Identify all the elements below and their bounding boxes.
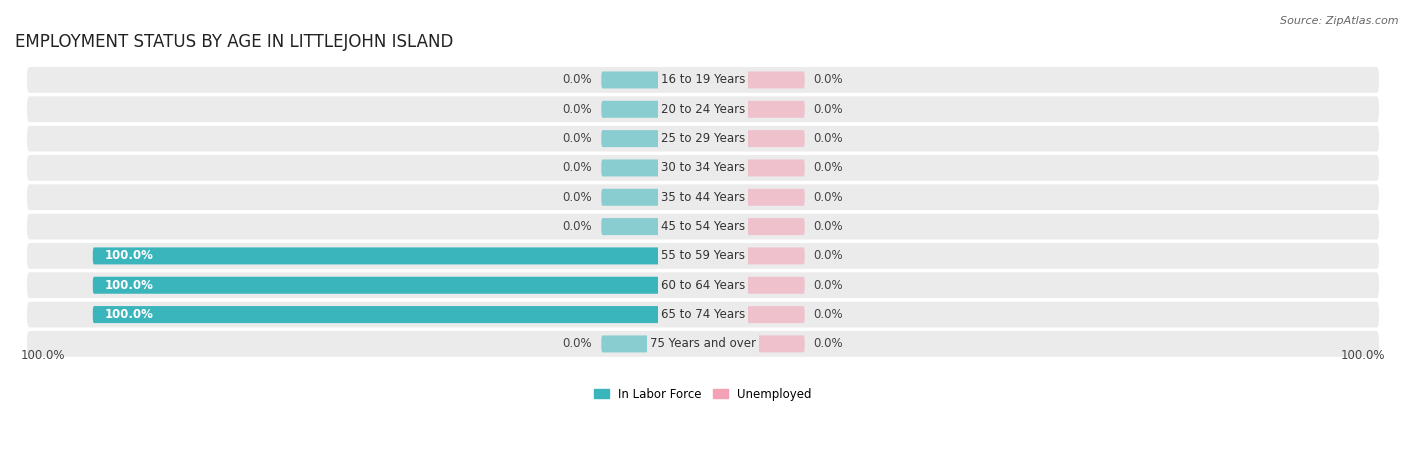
Text: 35 to 44 Years: 35 to 44 Years <box>661 191 745 204</box>
Text: 60 to 64 Years: 60 to 64 Years <box>661 279 745 292</box>
FancyBboxPatch shape <box>602 159 661 176</box>
FancyBboxPatch shape <box>27 126 1379 152</box>
FancyBboxPatch shape <box>27 331 1379 357</box>
Text: 0.0%: 0.0% <box>814 162 844 175</box>
FancyBboxPatch shape <box>745 189 804 206</box>
FancyBboxPatch shape <box>93 248 661 265</box>
Text: 16 to 19 Years: 16 to 19 Years <box>661 73 745 86</box>
Text: 0.0%: 0.0% <box>814 220 844 233</box>
Text: 100.0%: 100.0% <box>1340 349 1385 362</box>
Text: 0.0%: 0.0% <box>814 191 844 204</box>
FancyBboxPatch shape <box>602 218 661 235</box>
Legend: In Labor Force, Unemployed: In Labor Force, Unemployed <box>589 383 817 405</box>
Text: 0.0%: 0.0% <box>562 103 592 116</box>
Text: 65 to 74 Years: 65 to 74 Years <box>661 308 745 321</box>
FancyBboxPatch shape <box>27 272 1379 298</box>
Text: 100.0%: 100.0% <box>21 349 66 362</box>
Text: 0.0%: 0.0% <box>562 132 592 145</box>
Text: 30 to 34 Years: 30 to 34 Years <box>661 162 745 175</box>
FancyBboxPatch shape <box>745 101 804 118</box>
Text: 0.0%: 0.0% <box>814 73 844 86</box>
FancyBboxPatch shape <box>93 306 661 323</box>
FancyBboxPatch shape <box>602 101 661 118</box>
FancyBboxPatch shape <box>745 72 804 89</box>
FancyBboxPatch shape <box>602 130 661 147</box>
FancyBboxPatch shape <box>602 189 661 206</box>
Text: 0.0%: 0.0% <box>814 132 844 145</box>
FancyBboxPatch shape <box>27 302 1379 328</box>
FancyBboxPatch shape <box>745 335 804 352</box>
FancyBboxPatch shape <box>27 67 1379 93</box>
FancyBboxPatch shape <box>602 72 661 89</box>
Text: 75 Years and over: 75 Years and over <box>650 338 756 351</box>
Text: 100.0%: 100.0% <box>104 279 153 292</box>
FancyBboxPatch shape <box>745 277 804 294</box>
FancyBboxPatch shape <box>27 243 1379 269</box>
Text: 0.0%: 0.0% <box>814 308 844 321</box>
Text: 100.0%: 100.0% <box>104 249 153 262</box>
FancyBboxPatch shape <box>745 159 804 176</box>
Text: 0.0%: 0.0% <box>562 338 592 351</box>
Text: 0.0%: 0.0% <box>814 279 844 292</box>
Text: 0.0%: 0.0% <box>814 338 844 351</box>
Text: EMPLOYMENT STATUS BY AGE IN LITTLEJOHN ISLAND: EMPLOYMENT STATUS BY AGE IN LITTLEJOHN I… <box>15 33 453 51</box>
FancyBboxPatch shape <box>745 248 804 265</box>
FancyBboxPatch shape <box>93 277 661 294</box>
FancyBboxPatch shape <box>27 184 1379 210</box>
Text: 100.0%: 100.0% <box>104 308 153 321</box>
FancyBboxPatch shape <box>745 130 804 147</box>
Text: 0.0%: 0.0% <box>814 103 844 116</box>
Text: 25 to 29 Years: 25 to 29 Years <box>661 132 745 145</box>
Text: 0.0%: 0.0% <box>814 249 844 262</box>
Text: 0.0%: 0.0% <box>562 162 592 175</box>
FancyBboxPatch shape <box>602 335 661 352</box>
Text: 45 to 54 Years: 45 to 54 Years <box>661 220 745 233</box>
Text: 0.0%: 0.0% <box>562 220 592 233</box>
Text: 20 to 24 Years: 20 to 24 Years <box>661 103 745 116</box>
FancyBboxPatch shape <box>745 306 804 323</box>
FancyBboxPatch shape <box>27 155 1379 181</box>
Text: Source: ZipAtlas.com: Source: ZipAtlas.com <box>1281 16 1399 26</box>
FancyBboxPatch shape <box>27 214 1379 239</box>
FancyBboxPatch shape <box>27 96 1379 122</box>
FancyBboxPatch shape <box>745 218 804 235</box>
Text: 0.0%: 0.0% <box>562 191 592 204</box>
Text: 55 to 59 Years: 55 to 59 Years <box>661 249 745 262</box>
Text: 0.0%: 0.0% <box>562 73 592 86</box>
